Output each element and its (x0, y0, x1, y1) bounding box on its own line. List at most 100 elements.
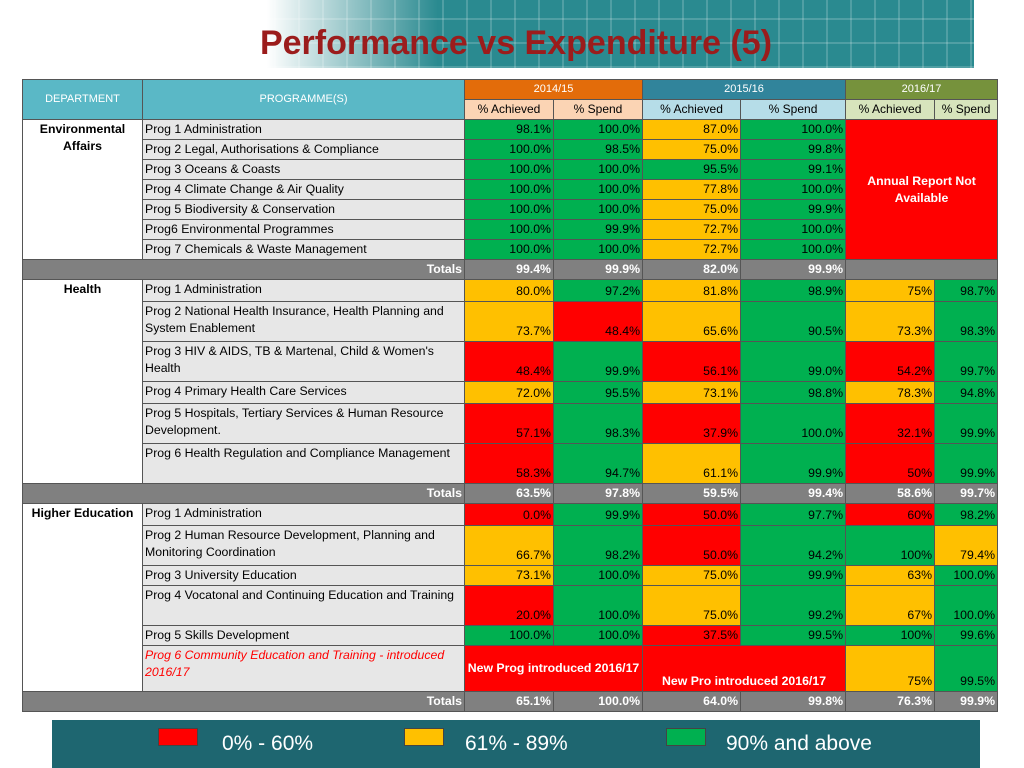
value-cell: 98.3% (934, 301, 999, 342)
value-cell: 99.9% (934, 403, 999, 444)
total-value: 64.0% (642, 691, 742, 712)
value-cell: 94.7% (552, 443, 644, 484)
value-cell: 57.1% (464, 403, 554, 444)
total-value: 99.7% (934, 483, 999, 504)
value-cell: 73.3% (845, 301, 936, 342)
programme-cell: Prog 7 Chemicals & Waste Management (142, 239, 465, 260)
programme-cell: Prog 1 Administration (142, 279, 465, 302)
value-cell: 99.2% (740, 585, 847, 626)
total-value: 100.0% (552, 691, 644, 712)
value-cell: 65.6% (642, 301, 742, 342)
value-cell: 54.2% (845, 341, 936, 382)
value-cell: 48.4% (464, 341, 554, 382)
value-cell: 75.0% (642, 585, 742, 626)
value-cell: 100.0% (464, 199, 554, 220)
value-cell: 95.5% (552, 381, 644, 404)
value-cell: 66.7% (464, 525, 554, 566)
value-cell: 73.1% (464, 565, 554, 586)
col-programmes: PROGRAMME(S) (142, 79, 465, 120)
new-prog-cell: New Prog introduced 2016/17 (463, 645, 644, 692)
value-cell: 75% (845, 279, 936, 302)
year-2015-16: 2015/16 (642, 79, 847, 100)
value-cell: 100.0% (552, 119, 644, 140)
sub-achieved: % Achieved (642, 99, 742, 120)
value-cell: 99.8% (740, 139, 847, 160)
value-cell: 50% (845, 443, 936, 484)
table-row: Health Prog 1 Administration 80.0% 97.2% 81.… (22, 279, 999, 484)
value-cell: 37.5% (642, 625, 742, 646)
value-cell: 100.0% (934, 565, 999, 586)
programme-cell: Prog 4 Climate Change & Air Quality (142, 179, 465, 200)
value-cell: 79.4% (934, 525, 999, 566)
performance-table: DEPARTMENT PROGRAMME(S) 2014/15 2015/16 … (22, 79, 999, 712)
total-value: 99.9% (740, 259, 847, 280)
value-cell: 97.7% (740, 503, 847, 526)
value-cell: 32.1% (845, 403, 936, 444)
value-cell: 100.0% (552, 179, 644, 200)
total-value: 99.8% (740, 691, 847, 712)
table-row: Prog 5 Skills Development 100.0% 100.0% 37.… (23, 625, 999, 646)
value-cell: 99.5% (934, 645, 999, 692)
page-title: Performance vs Expenditure (5) (259, 24, 773, 62)
programme-cell: Prog 2 Human Resource Development, Plann… (142, 525, 465, 566)
table-row: Prog 6 Community Education and Training … (23, 645, 999, 692)
value-cell: 50.0% (642, 503, 742, 526)
value-cell: 72.7% (642, 219, 742, 240)
value-cell: 81.8% (642, 279, 742, 302)
value-cell: 97.2% (552, 279, 644, 302)
table-body: Environmental Affairs Prog 1 Administrati… (22, 119, 999, 712)
value-cell: 99.6% (934, 625, 999, 646)
value-cell: 0.0% (464, 503, 554, 526)
value-cell: 56.1% (642, 341, 742, 382)
department-cell: Health (22, 279, 143, 484)
table-row: Prog6 Environmental Programmes 100.0% 99.9… (23, 219, 998, 240)
programme-cell: Prog 3 Oceans & Coasts (142, 159, 465, 180)
value-cell: 100.0% (464, 239, 554, 260)
value-cell: 100.0% (464, 219, 554, 240)
value-cell: 99.9% (552, 503, 644, 526)
department-cell: Environmental Affairs (22, 119, 143, 260)
value-cell: 95.5% (642, 159, 742, 180)
footer-banner (52, 720, 980, 768)
value-cell: 99.9% (740, 565, 847, 586)
value-cell: 100.0% (552, 585, 644, 626)
table-row: Prog 2 National Health Insurance, Health… (23, 301, 999, 342)
value-cell: 98.7% (934, 279, 999, 302)
value-cell: 100.0% (552, 159, 644, 180)
value-cell: 98.5% (552, 139, 644, 160)
table-row: Prog 2 Legal, Authorisations & Complianc… (23, 139, 998, 160)
value-cell: 98.2% (934, 503, 999, 526)
value-cell: 87.0% (642, 119, 742, 140)
programme-cell: Prog 4 Primary Health Care Services (142, 381, 465, 404)
value-cell: 100.0% (552, 199, 644, 220)
value-cell: 37.9% (642, 403, 742, 444)
programme-cell: Prog 2 Legal, Authorisations & Complianc… (142, 139, 465, 160)
totals-label: Totals (22, 483, 465, 504)
total-empty (845, 259, 999, 280)
programme-cell: Prog 1 Administration (142, 503, 465, 526)
programme-cell: Prog6 Environmental Programmes (142, 219, 465, 240)
total-value: 97.8% (552, 483, 644, 504)
value-cell: 99.7% (934, 341, 999, 382)
value-cell: 73.7% (464, 301, 554, 342)
table-row: Prog 3 HIV & AIDS, TB & Martenal, Child … (23, 341, 999, 382)
total-value: 99.9% (934, 691, 999, 712)
value-cell: 67% (845, 585, 936, 626)
new-prog-cell: New Pro introduced 2016/17 (642, 645, 847, 692)
programme-cell: Prog 5 Skills Development (142, 625, 465, 646)
sub-spend: % Spend (740, 99, 847, 120)
value-cell: 94.2% (740, 525, 847, 566)
sub-achieved: % Achieved (845, 99, 936, 120)
table-row: Higher Education Prog 1 Administration 0.0… (22, 503, 999, 692)
legend-amber-label: 61% - 89% (465, 732, 568, 755)
value-cell: 100.0% (740, 239, 847, 260)
col-department: DEPARTMENT (22, 79, 143, 120)
value-cell: 90.5% (740, 301, 847, 342)
programme-cell: Prog 6 Community Education and Training … (142, 645, 465, 692)
value-cell: 100.0% (934, 585, 999, 626)
total-value: 82.0% (642, 259, 742, 280)
legend-green-label: 90% and above (726, 732, 872, 755)
legend-green-swatch (666, 728, 706, 746)
value-cell: 99.9% (934, 443, 999, 484)
not-available-cell: Annual Report Not Available (845, 119, 999, 260)
